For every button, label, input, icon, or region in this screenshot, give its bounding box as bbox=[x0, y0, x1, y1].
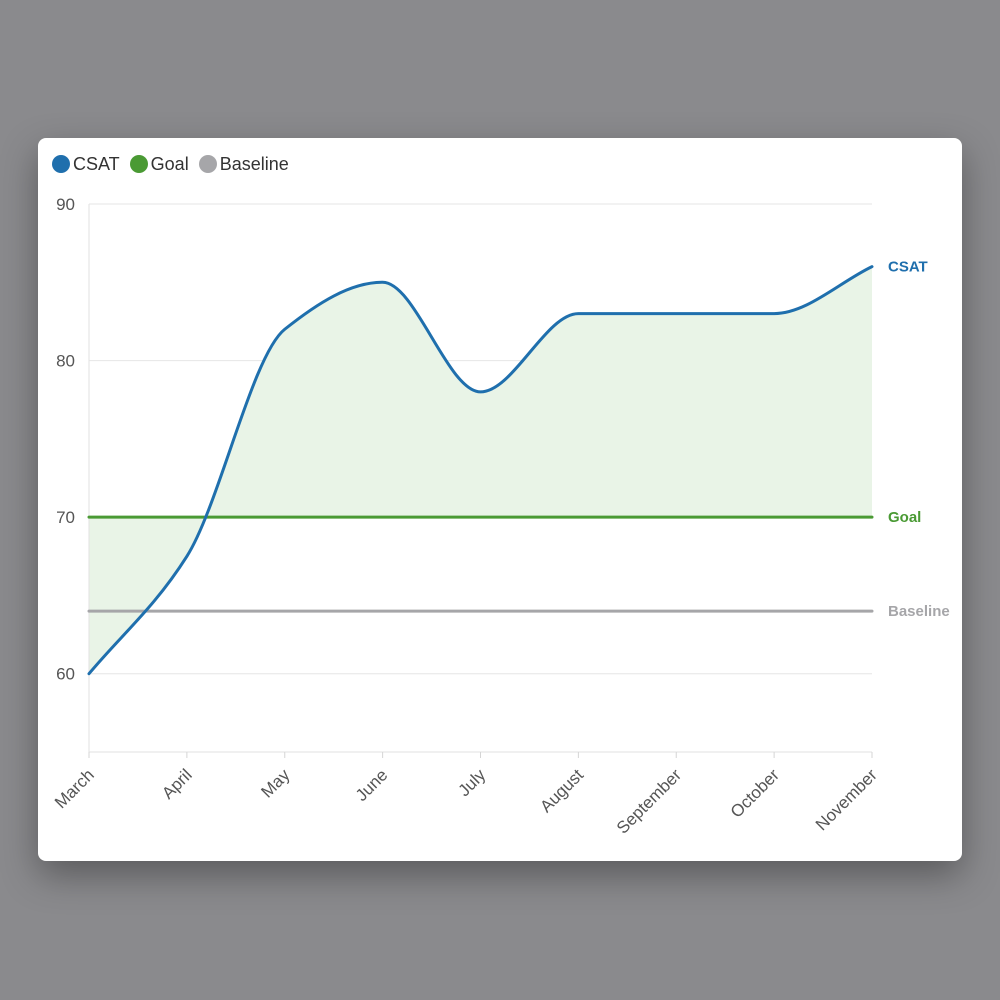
legend-dot-csat bbox=[52, 155, 70, 173]
legend-item-csat[interactable]: CSAT bbox=[52, 154, 120, 175]
line-chart: 60 70 80 90 March April May June July August Septe… bbox=[51, 195, 950, 838]
x-tick-label: March bbox=[51, 765, 98, 812]
area-fill-csat-goal bbox=[89, 266, 872, 674]
x-tick-label: October bbox=[727, 765, 783, 821]
end-label-csat: CSAT bbox=[888, 259, 928, 276]
end-labels: CSAT Goal Baseline bbox=[888, 259, 950, 620]
chart-card: CSAT Goal Baseline 60 70 80 90 March April May Ju… bbox=[38, 138, 962, 861]
legend-dot-goal bbox=[129, 155, 148, 173]
y-tick-label: 60 bbox=[56, 665, 75, 684]
axes bbox=[88, 204, 873, 758]
legend-label: Goal bbox=[150, 153, 189, 174]
area-fill-layer bbox=[89, 266, 872, 674]
y-tick-label: 70 bbox=[56, 508, 75, 527]
y-tick-label: 90 bbox=[56, 195, 75, 214]
x-tick-label: June bbox=[352, 765, 392, 805]
legend-dot-baseline bbox=[198, 155, 217, 173]
series-line-csat[interactable] bbox=[87, 265, 874, 676]
legend-label: CSAT bbox=[73, 153, 120, 174]
x-tick-label: May bbox=[257, 765, 293, 801]
x-tick-label: April bbox=[158, 765, 195, 802]
x-tick-label: November bbox=[812, 765, 881, 834]
x-tick-label: August bbox=[536, 765, 587, 816]
x-tick-label: September bbox=[613, 765, 685, 837]
end-label-goal: Goal bbox=[888, 509, 921, 526]
chart-legend: CSAT Goal Baseline bbox=[52, 152, 299, 176]
legend-item-baseline[interactable]: Baseline bbox=[198, 153, 289, 175]
end-label-baseline: Baseline bbox=[888, 603, 950, 620]
legend-item-goal[interactable]: Goal bbox=[129, 153, 189, 175]
x-tick-label: July bbox=[455, 765, 490, 800]
legend-label: Baseline bbox=[219, 153, 289, 174]
y-tick-label: 80 bbox=[56, 352, 75, 371]
series-layer bbox=[87, 265, 874, 676]
